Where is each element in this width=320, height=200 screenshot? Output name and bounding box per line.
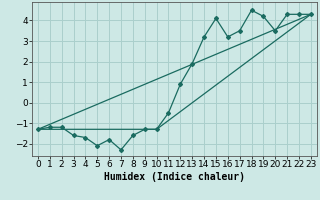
X-axis label: Humidex (Indice chaleur): Humidex (Indice chaleur)	[104, 172, 245, 182]
